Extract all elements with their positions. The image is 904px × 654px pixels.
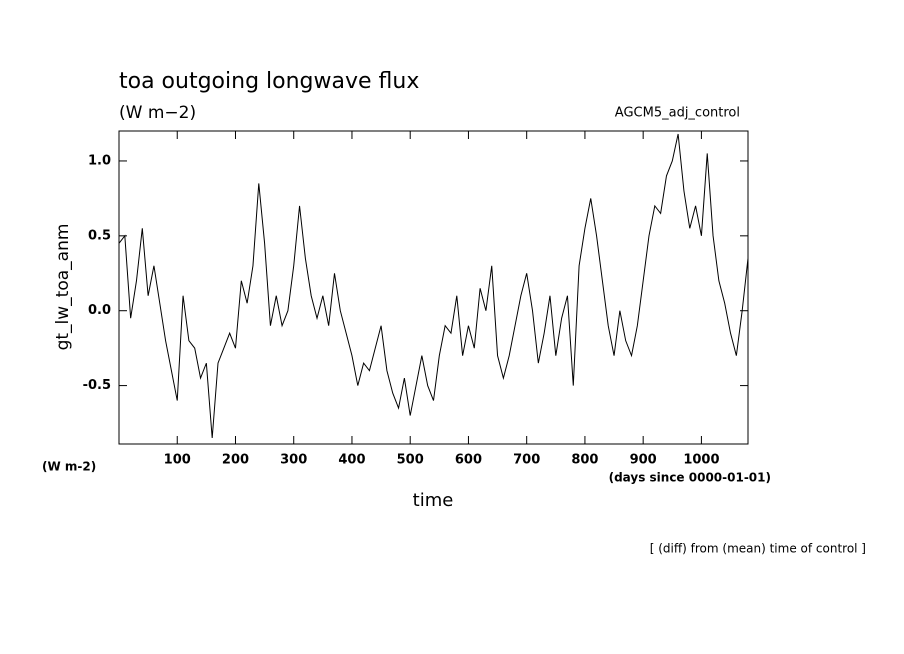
annotation: [ (diff) from (mean) time of control ] — [650, 542, 866, 556]
x-unit: (days since 0000-01-01) — [609, 471, 771, 485]
x-tick-label: 1000 — [683, 453, 719, 468]
x-tick-label: 700 — [513, 453, 540, 468]
plot-frame — [118, 130, 749, 445]
x-tick-label: 500 — [397, 453, 424, 468]
y-tick-label: 1.0 — [88, 153, 111, 168]
chart-subtitle: (W m−2) — [119, 103, 196, 123]
x-tick-label: 200 — [222, 453, 249, 468]
y-tick-label: 0.5 — [88, 228, 111, 243]
data-line — [118, 133, 749, 439]
y-axis-label: gt_lw_toa_anm — [53, 224, 73, 351]
y-tick-label: -0.5 — [83, 378, 111, 393]
x-tick-label: 800 — [571, 453, 598, 468]
x-tick-label: 600 — [455, 453, 482, 468]
x-axis-label: time — [413, 490, 454, 511]
y-unit: (W m-2) — [42, 460, 96, 474]
chart-title: toa outgoing longwave flux — [119, 69, 419, 94]
x-tick-label: 300 — [280, 453, 307, 468]
y-tick-label: 0.0 — [88, 303, 111, 318]
x-tick-label: 900 — [630, 453, 657, 468]
x-tick-label: 100 — [164, 453, 191, 468]
x-tick-label: 400 — [338, 453, 365, 468]
run-label: AGCM5_adj_control — [615, 106, 740, 121]
